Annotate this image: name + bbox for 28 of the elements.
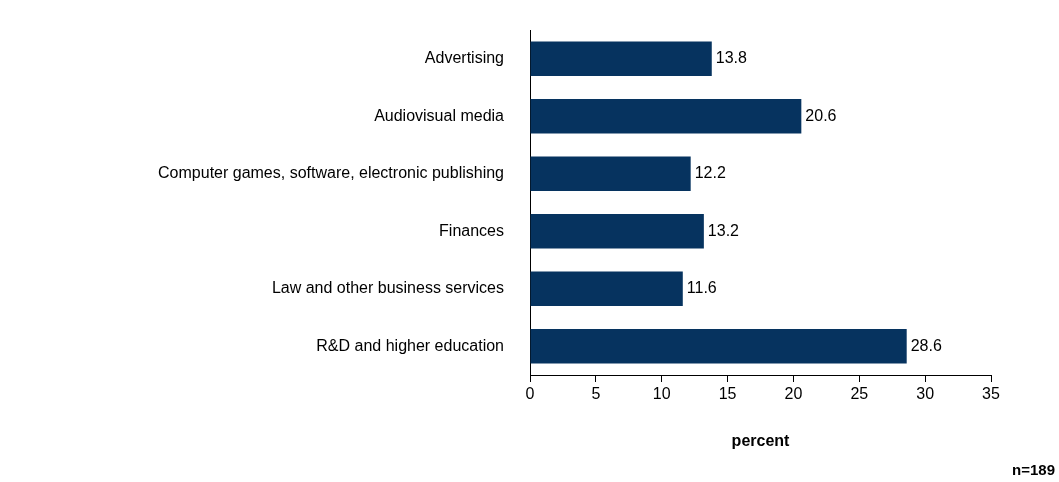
text: n=189 bbox=[1012, 460, 1055, 478]
y-tick-label: Advertising bbox=[424, 49, 504, 67]
x-tick-label: 25 bbox=[850, 385, 869, 403]
y-tick-label: Audiovisual media bbox=[374, 106, 505, 124]
bar bbox=[530, 99, 802, 134]
bar bbox=[530, 329, 907, 364]
x-axis-title: percent bbox=[731, 431, 791, 449]
x-tick-label: 15 bbox=[718, 385, 737, 403]
data-label: 13.8 bbox=[715, 49, 748, 67]
x-tick-label: 30 bbox=[916, 385, 935, 403]
x-tick-label: 5 bbox=[591, 385, 601, 403]
y-tick-label: Finances bbox=[439, 221, 504, 239]
bar bbox=[530, 41, 712, 76]
data-label: 11.6 bbox=[686, 279, 717, 297]
data-label: 12.2 bbox=[694, 164, 726, 182]
y-tick-label: Computer games, software, electronic publishing bbox=[158, 164, 504, 182]
bar bbox=[530, 214, 704, 249]
data-label: 28.6 bbox=[910, 336, 942, 354]
x-tick-label: 10 bbox=[652, 385, 671, 403]
data-label: 20.6 bbox=[805, 106, 837, 124]
y-tick-label: R&D and higher education bbox=[316, 336, 504, 354]
y-tick-label: Law and other business services bbox=[271, 279, 504, 297]
bar bbox=[530, 271, 683, 306]
x-tick-label: 35 bbox=[982, 385, 1000, 403]
x-tick-label: 20 bbox=[784, 385, 803, 403]
data-label: 13.2 bbox=[707, 221, 740, 239]
bar bbox=[530, 156, 691, 191]
x-tick-label: 0 bbox=[525, 385, 535, 403]
